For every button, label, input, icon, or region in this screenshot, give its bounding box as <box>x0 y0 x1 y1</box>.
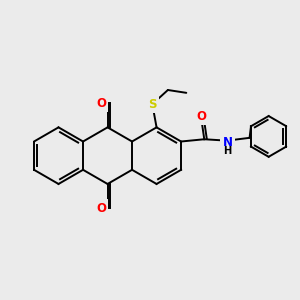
Text: O: O <box>96 97 106 110</box>
Text: S: S <box>148 98 157 111</box>
Text: H: H <box>224 146 232 156</box>
Text: O: O <box>196 110 206 122</box>
Text: O: O <box>96 202 106 214</box>
Text: N: N <box>223 136 232 148</box>
